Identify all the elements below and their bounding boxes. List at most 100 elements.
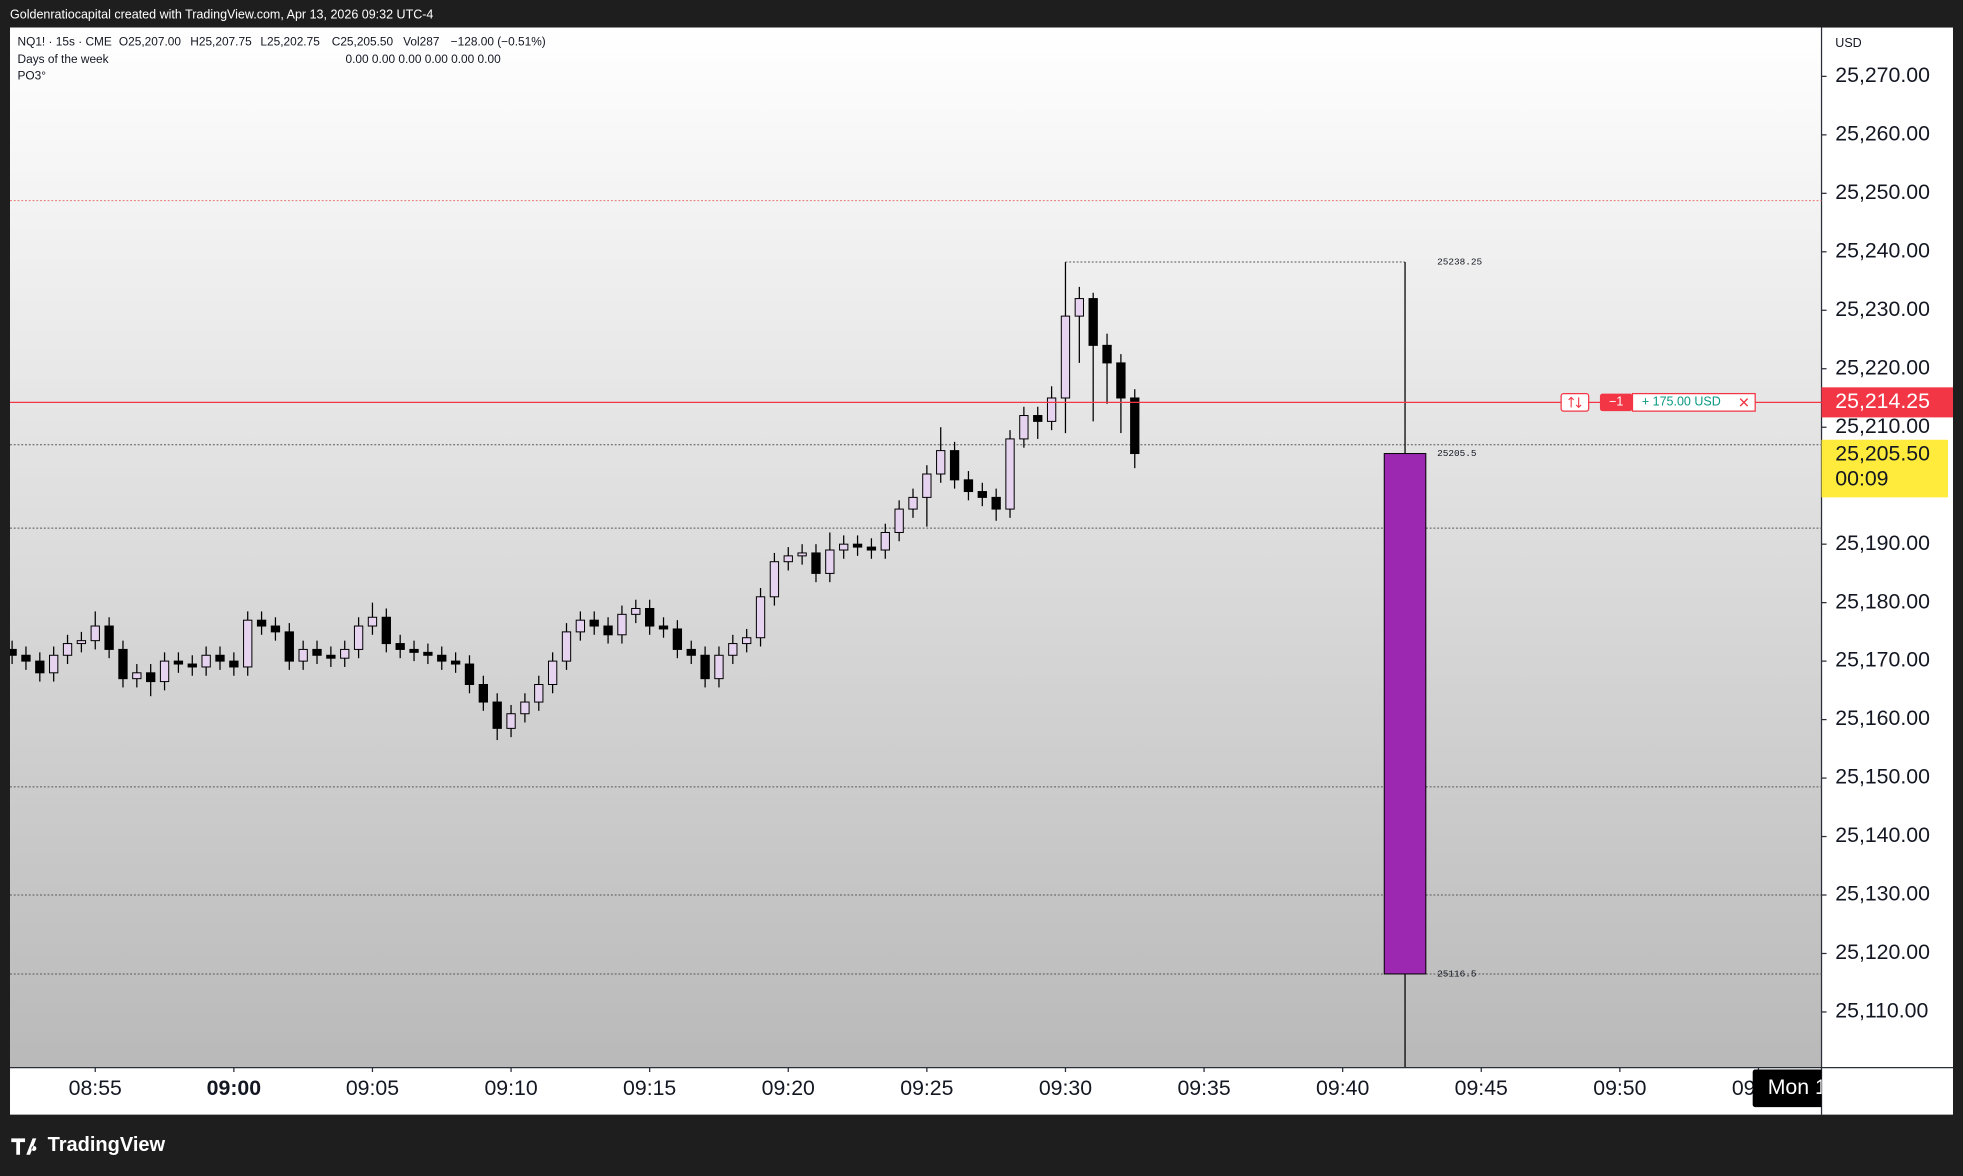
candle-body [714, 654, 724, 680]
candle-body [880, 531, 890, 551]
po3-label: 25116.5 [1437, 968, 1477, 979]
legend-volume: Vol287 [403, 35, 439, 49]
candle-body [215, 654, 225, 662]
candle-body [603, 625, 613, 636]
legend-high: H25,207.75 [190, 35, 252, 49]
candle-body [243, 619, 253, 668]
candle-body [409, 648, 419, 653]
last-price-label: 25,205.50 [1835, 441, 1930, 465]
y-tick-label: 25,170.00 [1835, 648, 1930, 672]
reverse-button[interactable] [1560, 392, 1590, 412]
pnl-label: + 175.00 USD [1642, 395, 1721, 409]
date-box [1752, 1069, 1822, 1108]
logo-text: TradingView [48, 1134, 166, 1156]
y-tick-label: 25,210.00 [1835, 414, 1930, 438]
legend-close: C25,205.50 [332, 35, 394, 49]
candle-body [534, 684, 544, 703]
candle-body [132, 672, 142, 680]
candle-body [811, 552, 821, 574]
candle-body [755, 596, 766, 639]
y-tick-label: 25,120.00 [1835, 940, 1930, 964]
candle-body [35, 660, 45, 674]
plot: 25238.25 25205.5 25116.5 [10, 200, 1822, 1068]
candle-body [118, 648, 128, 680]
candle-body [783, 555, 793, 563]
candle-body [769, 561, 780, 598]
candle-body [922, 473, 932, 498]
candle-body [839, 543, 849, 551]
candle-body [395, 643, 405, 650]
candle-body [76, 640, 87, 645]
po3-body [1383, 453, 1427, 975]
x-tick-label: 09:40 [1316, 1076, 1369, 1100]
candle-body [866, 546, 877, 551]
time-axis: 08:55 09:00 09:05 09:10 09:15 09:20 09:25 09:30… [69, 1067, 1827, 1108]
candle-body [658, 625, 669, 630]
candle-body [963, 479, 974, 493]
legend-low: L25,202.75 [260, 35, 320, 49]
candle-body [450, 660, 461, 665]
qty-label: −1 [1609, 395, 1623, 409]
candle-body [10, 648, 17, 656]
y-tick-label: 25,140.00 [1835, 823, 1930, 847]
candle-body [977, 491, 987, 498]
candle-body [21, 654, 31, 662]
y-tick-label: 25,160.00 [1835, 706, 1930, 730]
x-tick-label: 09:25 [900, 1076, 953, 1100]
y-tick-label: 25,230.00 [1835, 297, 1930, 321]
po3-label: 25238.25 [1437, 257, 1482, 268]
x-tick-label: 09:30 [1039, 1076, 1092, 1100]
candle-body [852, 543, 863, 548]
x-tick-label: 08:55 [69, 1076, 122, 1100]
y-tick-label: 25,270.00 [1835, 63, 1930, 87]
candle-body [1116, 362, 1126, 399]
x-tick-label: 09:45 [1455, 1076, 1508, 1100]
y-tick-label: 25,260.00 [1835, 121, 1930, 145]
logo-icon [11, 1138, 37, 1155]
candle-body [284, 631, 294, 662]
candle-body [312, 648, 322, 656]
y-tick-label: 25,250.00 [1835, 180, 1930, 204]
legend-change: −128.00 (−0.51%) [451, 35, 546, 49]
x-tick-label: 09:20 [762, 1076, 815, 1100]
candle-body [1102, 344, 1112, 364]
y-tick-label: 25,130.00 [1835, 882, 1930, 906]
position-price-label: 25,214.25 [1835, 389, 1930, 413]
candle-body [506, 713, 516, 729]
candle-body [797, 552, 807, 557]
candle-body [589, 619, 599, 627]
candle-body [825, 549, 835, 574]
candle-body [547, 660, 558, 686]
candle-body [991, 496, 1001, 510]
po3-label: 25205.5 [1437, 448, 1477, 459]
candle-body [187, 663, 197, 668]
plot-area [10, 27, 1822, 1068]
candle-body [256, 619, 267, 627]
axes: 25,110.00 25,120.00 25,130.00 25,140.00 25,1… [69, 63, 1953, 1108]
legend-open: O25,207.00 [119, 35, 181, 49]
candle-body [631, 607, 641, 615]
candle-body [159, 660, 170, 683]
candle-body [645, 607, 655, 627]
header-text: Goldenratiocapital created with TradingV… [10, 7, 433, 21]
x-tick-label: 09:15 [623, 1076, 676, 1100]
countdown-label: 00:09 [1835, 466, 1888, 490]
candle-body [1019, 415, 1029, 440]
candle-body [340, 648, 350, 659]
candle-body [1060, 315, 1071, 399]
candle-body [1033, 415, 1043, 422]
close-position[interactable] [1739, 398, 1749, 407]
footer-logo: TradingView [11, 1134, 166, 1156]
x-tick-label: 09:50 [1593, 1076, 1646, 1100]
candle-body [1130, 397, 1140, 455]
candle-body [492, 701, 502, 729]
x-tick-label: 09:00 [207, 1076, 261, 1100]
candle-body [104, 625, 114, 650]
last-price-box [1821, 439, 1948, 498]
candle-body [90, 625, 100, 642]
candle-body [326, 654, 336, 659]
candle-body [936, 450, 946, 475]
candle-body [742, 637, 752, 645]
date-label: Mon 1 [1768, 1075, 1827, 1099]
